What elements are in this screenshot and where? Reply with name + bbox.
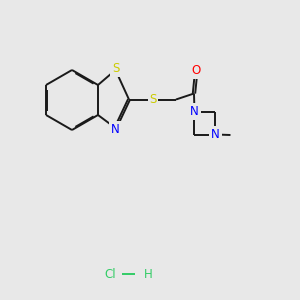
Text: S: S xyxy=(112,62,119,75)
Text: N: N xyxy=(111,123,119,136)
Text: Cl: Cl xyxy=(104,268,116,281)
Text: N: N xyxy=(211,128,220,141)
Text: O: O xyxy=(191,64,201,77)
Text: H: H xyxy=(144,268,152,281)
Text: N: N xyxy=(190,105,199,118)
Text: S: S xyxy=(149,93,157,106)
